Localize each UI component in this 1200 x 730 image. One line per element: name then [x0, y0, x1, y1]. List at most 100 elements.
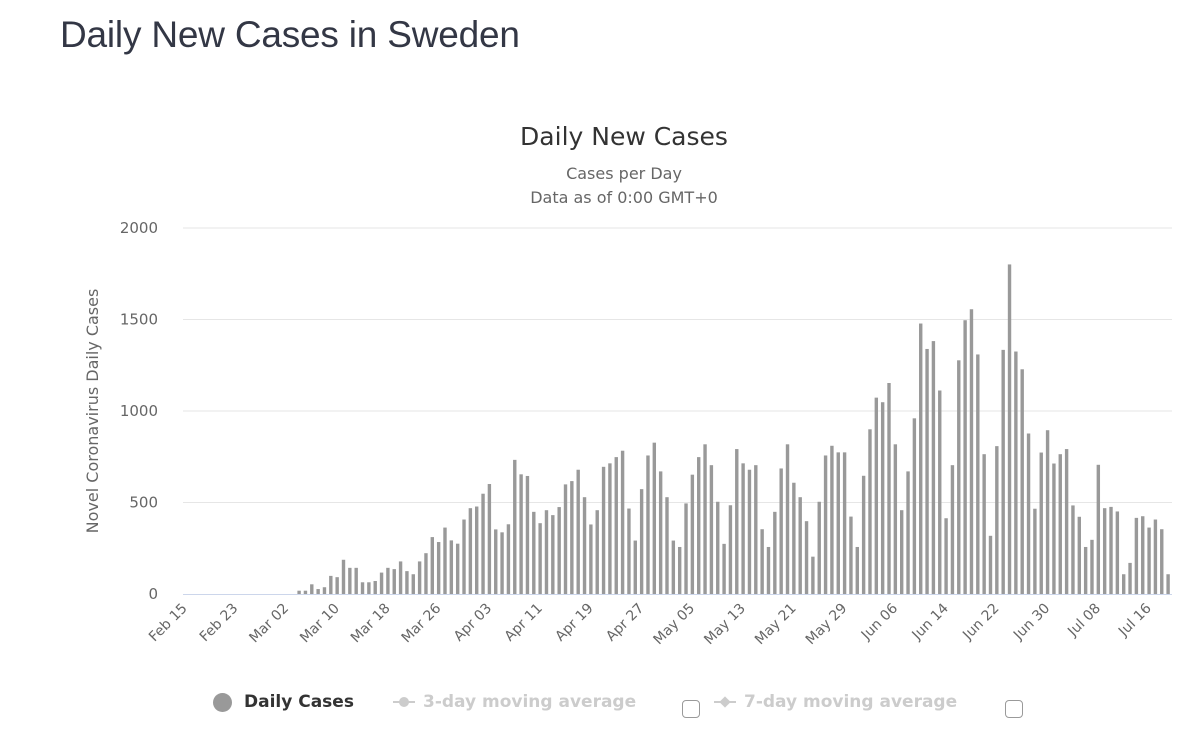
bar[interactable]: [963, 320, 967, 594]
bar[interactable]: [861, 475, 866, 594]
bar[interactable]: [677, 546, 682, 594]
bar[interactable]: [360, 582, 365, 594]
bar[interactable]: [316, 589, 320, 594]
bar[interactable]: [462, 519, 466, 594]
bar[interactable]: [386, 567, 390, 594]
bar[interactable]: [468, 508, 473, 594]
bar[interactable]: [1141, 516, 1145, 594]
bar[interactable]: [995, 446, 999, 594]
bar[interactable]: [354, 567, 358, 594]
bar[interactable]: [348, 567, 352, 594]
legend-item-3-day-average[interactable]: 3-day moving average: [393, 692, 636, 712]
bar[interactable]: [475, 506, 479, 594]
bar[interactable]: [747, 469, 752, 594]
bar[interactable]: [449, 540, 454, 594]
bar[interactable]: [830, 445, 834, 594]
bar[interactable]: [494, 529, 498, 594]
bar[interactable]: [341, 559, 346, 594]
bar[interactable]: [658, 471, 663, 594]
bar[interactable]: [1045, 430, 1050, 594]
bar[interactable]: [665, 497, 669, 594]
bar[interactable]: [398, 561, 403, 594]
7-day-average-checkbox[interactable]: [1005, 700, 1023, 718]
bar[interactable]: [855, 546, 859, 594]
bar[interactable]: [671, 540, 676, 594]
bar[interactable]: [798, 497, 802, 594]
bar[interactable]: [303, 590, 308, 594]
bar[interactable]: [766, 546, 771, 594]
bar[interactable]: [310, 584, 314, 594]
bar[interactable]: [373, 581, 377, 594]
bar[interactable]: [646, 455, 650, 594]
bar[interactable]: [589, 524, 593, 594]
bar[interactable]: [1160, 529, 1164, 594]
bar[interactable]: [1102, 508, 1107, 594]
bar[interactable]: [690, 474, 695, 594]
bar[interactable]: [443, 527, 447, 594]
bar[interactable]: [1121, 574, 1126, 594]
bar[interactable]: [538, 523, 542, 594]
bar[interactable]: [576, 469, 580, 594]
bar[interactable]: [424, 553, 428, 594]
bar[interactable]: [1115, 511, 1120, 594]
bar[interactable]: [601, 466, 606, 594]
bar[interactable]: [1153, 519, 1158, 594]
bar[interactable]: [938, 390, 942, 594]
bar[interactable]: [735, 449, 739, 594]
bar[interactable]: [411, 574, 415, 594]
bar[interactable]: [1090, 539, 1094, 594]
bar[interactable]: [709, 465, 714, 594]
bar[interactable]: [392, 569, 396, 594]
bar[interactable]: [627, 508, 631, 594]
bar[interactable]: [563, 484, 568, 594]
bar[interactable]: [976, 354, 980, 594]
bar[interactable]: [925, 348, 929, 594]
bar[interactable]: [741, 463, 745, 594]
bar[interactable]: [906, 471, 910, 594]
bar[interactable]: [792, 482, 796, 594]
bar[interactable]: [950, 465, 955, 594]
bar[interactable]: [716, 501, 720, 594]
bar[interactable]: [1014, 351, 1018, 594]
bar[interactable]: [652, 442, 657, 594]
bar[interactable]: [570, 481, 574, 594]
bar[interactable]: [1007, 264, 1012, 594]
bar[interactable]: [1109, 506, 1113, 594]
bar[interactable]: [842, 452, 847, 594]
bar[interactable]: [912, 418, 917, 594]
bar[interactable]: [620, 450, 625, 594]
bar[interactable]: [988, 535, 993, 594]
bar[interactable]: [931, 341, 936, 594]
bar[interactable]: [582, 497, 587, 594]
bar[interactable]: [779, 468, 783, 594]
bar[interactable]: [836, 452, 840, 594]
bar[interactable]: [519, 474, 523, 594]
bar[interactable]: [874, 397, 879, 594]
bar[interactable]: [1033, 508, 1037, 594]
bar[interactable]: [430, 537, 435, 594]
bar[interactable]: [804, 521, 809, 594]
bar[interactable]: [379, 572, 384, 594]
bar[interactable]: [785, 444, 790, 594]
bar[interactable]: [1166, 574, 1170, 594]
bar[interactable]: [513, 459, 517, 594]
bar[interactable]: [919, 323, 923, 594]
bar[interactable]: [1096, 464, 1101, 594]
bar[interactable]: [868, 429, 872, 594]
bar[interactable]: [608, 463, 612, 594]
bar[interactable]: [417, 561, 422, 594]
bar[interactable]: [1001, 349, 1005, 594]
bar[interactable]: [329, 575, 333, 594]
bar[interactable]: [367, 582, 371, 594]
bar[interactable]: [893, 444, 898, 594]
bar[interactable]: [544, 510, 549, 594]
bar[interactable]: [481, 493, 485, 594]
legend-item-7-day-average[interactable]: 7-day moving average: [714, 692, 957, 712]
bar[interactable]: [335, 577, 339, 594]
bar[interactable]: [880, 402, 885, 594]
bar[interactable]: [957, 360, 961, 594]
bar[interactable]: [773, 511, 777, 594]
bar[interactable]: [944, 518, 948, 594]
bar[interactable]: [697, 457, 701, 594]
bar[interactable]: [728, 505, 733, 594]
